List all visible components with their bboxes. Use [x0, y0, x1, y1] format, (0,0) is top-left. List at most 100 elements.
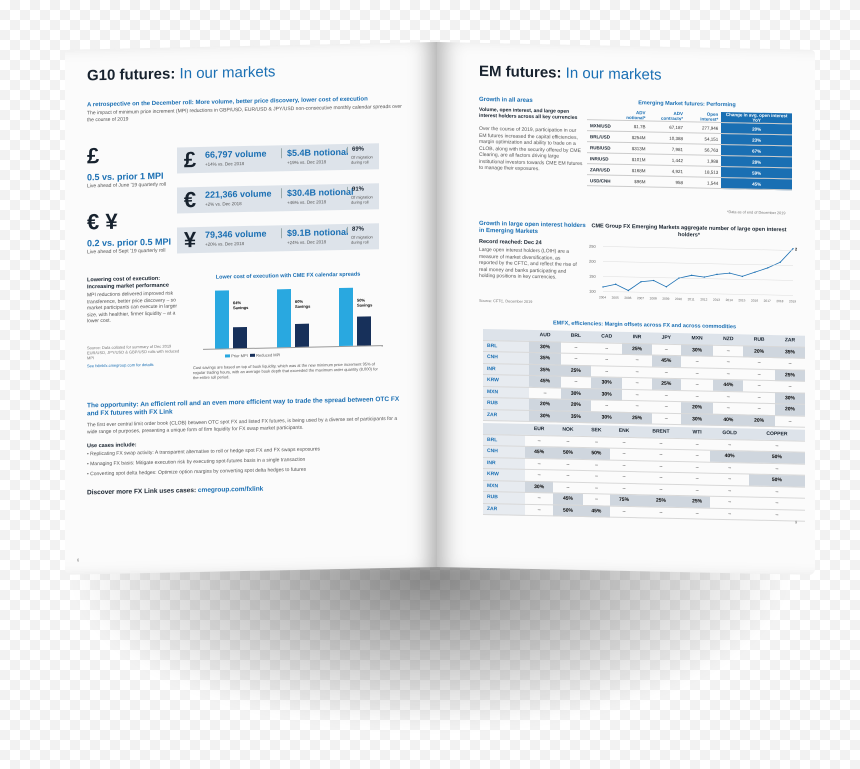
migration-pct: 91% — [347, 186, 365, 193]
margin-cell: – — [683, 438, 711, 451]
x-tick-label: 2012 — [700, 298, 707, 302]
table-cell: 45% — [721, 177, 792, 190]
table-cell: BRL/USD — [587, 130, 614, 143]
margin-cell: – — [683, 472, 711, 485]
bar-jpy-1 — [357, 316, 371, 346]
table-body: MXN/USD $1.7B 67,187 277,946 20% BRL/USD $254M… — [587, 119, 792, 190]
margin-cell: ZAR — [483, 502, 526, 516]
margin-cell: – — [743, 391, 775, 404]
margin-cell: INR — [483, 456, 526, 470]
mpi-value-2: 0.2 vs. prior 0.5 MPI — [87, 236, 172, 249]
margin-cell: MXN — [483, 385, 530, 399]
fxlink-link[interactable]: cmegroup.com/fxlink — [197, 485, 264, 495]
margin-cell: – — [622, 377, 652, 390]
record-source: Source: CFTC, December 2019 — [479, 298, 533, 304]
gridline — [603, 246, 793, 251]
margin-cell: – — [638, 483, 684, 496]
table-header-cell: ADV contracts* — [648, 110, 686, 122]
line-point — [640, 281, 642, 283]
y-tick-label: 250 — [589, 244, 596, 249]
margin-cell: RUB — [483, 491, 526, 504]
savings-label: 64% Savings — [233, 300, 249, 311]
end-value-label: 256 — [795, 246, 797, 251]
margin-cell: – — [622, 388, 652, 401]
table-cell: RUB/USD — [587, 141, 614, 154]
currency-icon: ¥ — [183, 227, 197, 253]
x-tick-label: 2018 — [776, 299, 783, 303]
margin-cell: – — [710, 473, 749, 486]
line-point — [741, 275, 744, 278]
table-cell: $168M — [613, 164, 649, 176]
margin-cell: – — [553, 481, 583, 494]
volume: 66,797 volume — [205, 148, 267, 160]
margin-cell: – — [525, 503, 554, 516]
margin-col-header: SEK — [582, 425, 611, 437]
margin-cell: – — [710, 496, 749, 509]
table-cell: 958 — [648, 175, 686, 188]
mpi-value-1: 0.5 vs. prior 1 MPI — [87, 170, 164, 183]
table-cell: 1,442 — [648, 153, 686, 166]
margin-cell: – — [590, 353, 623, 366]
line-point — [716, 273, 718, 276]
line-point — [602, 286, 604, 288]
margin-cell: – — [683, 507, 711, 520]
stat-box-eur: € 221,366 volume +2% vs. Dec 2018 $30.4B… — [177, 183, 379, 214]
margin-cell: 20% — [743, 414, 775, 427]
margin-cell: – — [610, 459, 639, 472]
margin-cell: RUB — [483, 397, 530, 410]
margin-table-fx: AUD BRL CAD INR JPY MXN NZD RUB ZAR BRL 30% – –25% –… — [483, 328, 805, 428]
bar-jpy-0 — [339, 287, 353, 347]
volume: 221,366 volume — [205, 188, 272, 200]
right-page: EM futures: In our markets Growth in all… — [437, 42, 815, 575]
margin-cell: – — [582, 436, 611, 449]
x-tick-label: 2015 — [738, 298, 745, 302]
line-point — [754, 271, 756, 273]
margin-cell: MXN — [483, 479, 526, 493]
margin-cell: – — [713, 356, 744, 369]
margin-cell: 30% — [525, 480, 554, 493]
table-cell: 1,988 — [686, 154, 722, 167]
savings-label: 60% Savings — [295, 298, 311, 309]
margin-cell: – — [622, 354, 652, 367]
x-tick-label: 2017 — [764, 299, 771, 303]
y-tick-label: 200 — [589, 259, 596, 264]
margin-col-header: GOLD — [710, 427, 749, 440]
y-tick-label: 150 — [589, 274, 596, 279]
table-cell: USD/CNH — [587, 174, 614, 187]
line-chart-title: CME Group FX Emerging Markets aggregate … — [591, 223, 787, 239]
margin-cell: – — [638, 437, 684, 450]
margin-cell: 30% — [590, 411, 623, 424]
margin-cell: – — [525, 469, 554, 482]
table-cell: 7,981 — [648, 142, 686, 155]
record-body: Large open interest holders (LOIH) are a… — [479, 246, 577, 281]
margin-cell: 30% — [590, 376, 623, 389]
currency-icon: € — [183, 187, 197, 213]
margin-cell: – — [610, 505, 639, 518]
margin-cell: 45% — [525, 446, 554, 459]
line-point — [678, 277, 680, 279]
table-cell: $96M — [613, 175, 649, 187]
performance-table: ADV notional* ADV contracts* Open interest… — [587, 109, 792, 190]
legend-swatch-prior — [225, 354, 230, 358]
margin-cell: 30% — [774, 392, 805, 405]
details-link[interactable]: See fxlinkfx.cmegroup.com for details — [87, 361, 154, 369]
x-tick-label: 2013 — [713, 298, 720, 302]
x-tick-label: 2005 — [612, 296, 619, 300]
migration-pct: 87% — [347, 226, 365, 233]
margin-cell: 30% — [529, 340, 561, 354]
book-shadow — [70, 560, 790, 730]
notional-change: +24% vs. Dec 2018 — [287, 239, 327, 246]
margin-cell: – — [651, 343, 681, 356]
margin-cell: 35% — [529, 363, 561, 377]
margin-cell: 20% — [529, 398, 561, 411]
brochure-spread: G10 futures: In our markets A retrospect… — [55, 22, 835, 582]
x-tick-label: 2004 — [599, 295, 606, 299]
margin-cell: – — [774, 415, 805, 428]
page-number: 6 — [77, 557, 80, 563]
margin-cell: 45% — [553, 492, 583, 506]
margin-cell: 30% — [680, 413, 714, 426]
margin-cell: CNH — [483, 351, 530, 364]
table-note: *Data as of end of December 2019 — [727, 210, 786, 216]
line-point — [665, 286, 668, 288]
migration-label: Of migration during roll — [351, 194, 373, 205]
